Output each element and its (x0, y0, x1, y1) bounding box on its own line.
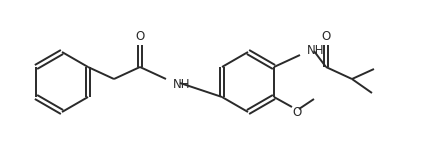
Text: O: O (321, 31, 330, 44)
Text: O: O (292, 105, 301, 118)
Text: O: O (136, 31, 144, 44)
Text: NH: NH (173, 78, 190, 90)
Text: NH: NH (307, 45, 325, 57)
